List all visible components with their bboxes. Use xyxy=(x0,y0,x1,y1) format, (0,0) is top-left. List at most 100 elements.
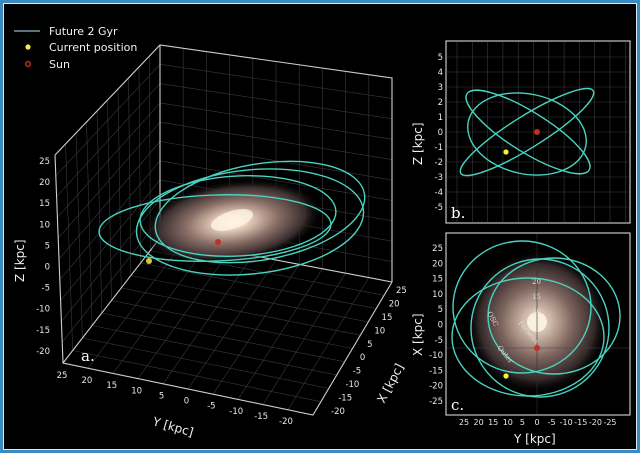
panel-a-x-axis-label: X [kpc] xyxy=(374,361,406,405)
panel-b-current-position-marker xyxy=(503,149,509,155)
panel-a-y-tick: -5 xyxy=(207,402,215,412)
panel-c-orbit-line xyxy=(487,257,621,375)
panel-b-z-tick: 1 xyxy=(438,113,443,123)
panel-a-z-tick: 15 xyxy=(39,199,50,209)
panel-c-y-tick: 5 xyxy=(520,418,525,427)
panel-b-plot: 5 4 3 2 1 0 -1 -2 -3 -4 -5 Z [kpc] b. xyxy=(411,40,631,224)
panel-c-x-tick: 0 xyxy=(438,321,443,331)
panel-a-wall-gridline xyxy=(58,141,161,260)
panel-a-orbit-line xyxy=(135,168,365,276)
panel-a-floor-gridline xyxy=(237,268,323,400)
panel-a-z-tick: -15 xyxy=(36,326,50,336)
panel-c-y-tick: 15 xyxy=(488,418,498,427)
panel-b-orbit-line xyxy=(465,89,591,175)
legend-label-sun: Sun xyxy=(49,58,70,71)
panel-c-x-axis-label: X [kpc] xyxy=(411,313,425,356)
panel-a-orbit-line xyxy=(139,175,337,257)
panel-c-y-tick: -20 xyxy=(589,418,602,427)
panel-a-z-tick: -20 xyxy=(36,347,50,357)
panel-a-orbit-line xyxy=(154,160,366,264)
panel-a-current-position-marker xyxy=(146,258,152,264)
panel-b-z-tick: 2 xyxy=(438,98,443,108)
panel-a-wall-gridline xyxy=(61,199,161,322)
legend-label-current: Current position xyxy=(49,41,137,54)
panel-a-floor-gridline xyxy=(287,277,370,410)
panel-a-y-tick: 0 xyxy=(184,397,189,407)
panel-a-z-tick: 5 xyxy=(45,241,50,251)
panel-a-floor-gridline xyxy=(130,275,369,323)
panel-c-orbit-line xyxy=(470,258,610,398)
panel-c-y-tick: 20 xyxy=(474,418,484,427)
panel-a-y-tick: -20 xyxy=(279,417,293,427)
panel-b-orbit-line xyxy=(459,87,595,177)
panel-a-y-tick: 25 xyxy=(57,371,68,381)
panel-c-x-tick: 25 xyxy=(432,244,443,254)
panel-a-galaxy-bulge xyxy=(210,209,254,231)
panel-a-y-axis-label: Y [kpc] xyxy=(150,414,195,439)
legend-sun-icon xyxy=(24,60,32,68)
panel-a-wall-gridline xyxy=(138,66,141,264)
panel-c-frame xyxy=(445,232,631,416)
panel-c-y-tick: 25 xyxy=(459,418,469,427)
panel-a-z-tick: 20 xyxy=(39,178,50,188)
panel-b-frame xyxy=(445,40,631,224)
legend: Future 2 Gyr Current position Sun xyxy=(14,25,137,71)
panel-a-z-tick: 0 xyxy=(45,263,50,273)
panel-a-z-tick: -10 xyxy=(36,305,50,315)
panel-a-z-axis-label: Z [kpc] xyxy=(13,239,27,282)
panel-a-z-tick: 25 xyxy=(39,157,50,167)
panel-c-radius-label-15: 15 xyxy=(532,293,541,301)
panel-c-y-tick: -25 xyxy=(603,418,616,427)
panel-a-x-tick: -10 xyxy=(345,380,359,390)
panel-b-orbit-line xyxy=(467,92,587,176)
panel-a-y-tick: 10 xyxy=(131,386,142,396)
panel-a-y-tick: 20 xyxy=(81,376,92,386)
panel-a-x-tick: 15 xyxy=(382,313,393,323)
panel-b-label: b. xyxy=(451,204,465,222)
panel-c-x-tick: 10 xyxy=(432,290,443,300)
panel-a-y-tick: 5 xyxy=(159,391,164,401)
panel-a-z-tick: 10 xyxy=(39,220,50,230)
panel-a-y-tick: 15 xyxy=(106,381,117,391)
panel-a-y-tick: -15 xyxy=(254,412,268,422)
legend-current-dot-icon xyxy=(25,44,31,50)
panel-a-wall-gridline xyxy=(60,179,161,301)
panel-a-floor-gridline xyxy=(140,262,377,309)
panel-c-x-tick: -10 xyxy=(429,351,443,361)
panel-b-z-tick: 4 xyxy=(438,68,443,78)
panel-c-x-tick: -5 xyxy=(435,336,443,346)
panel-c-plot: 20 15 10 OSC Perseus Outer 2520151050-5-… xyxy=(411,232,631,446)
panel-c-y-tick: -5 xyxy=(548,418,556,427)
panel-a-floor-gridline xyxy=(212,264,300,395)
panel-a-floor-gridline xyxy=(111,300,353,349)
panel-b-z-tick: 0 xyxy=(438,128,443,138)
panel-b-sun-marker xyxy=(534,129,540,135)
panel-c-x-tick: 5 xyxy=(438,305,443,315)
panel-a-x-tick: -15 xyxy=(338,394,352,404)
legend-label-future: Future 2 Gyr xyxy=(49,25,118,38)
panel-a-wall-gridline xyxy=(59,160,161,280)
panel-c-x-tick: -15 xyxy=(429,366,443,376)
panel-a-wall-gridline xyxy=(128,77,132,276)
panel-c-orbit-line xyxy=(452,240,592,374)
panel-c-x-tick: -20 xyxy=(429,382,443,392)
panel-c-radius-label-20: 20 xyxy=(532,278,541,286)
panel-c-x-tick: -25 xyxy=(429,397,443,407)
panel-c-y-tick: 0 xyxy=(534,418,539,427)
panel-a-z-tick: -5 xyxy=(42,284,50,294)
panel-b-z-tick: -2 xyxy=(435,158,443,168)
panel-a-y-tick: -10 xyxy=(229,407,243,417)
panel-b-z-tick: 3 xyxy=(438,83,443,93)
panel-b-z-tick: -3 xyxy=(435,173,443,183)
panel-b-z-tick: -4 xyxy=(435,188,443,198)
panel-a-x-tick: 5 xyxy=(367,340,372,350)
panel-b-z-tick: 5 xyxy=(438,53,443,63)
panel-a-floor-gridline xyxy=(121,287,361,336)
panel-b-z-tick: -5 xyxy=(435,203,443,213)
panel-c-sun-marker xyxy=(534,345,540,351)
panel-c-label: c. xyxy=(451,396,464,414)
panel-b-z-tick: -1 xyxy=(435,143,443,153)
panel-a-x-tick: -20 xyxy=(331,407,345,417)
